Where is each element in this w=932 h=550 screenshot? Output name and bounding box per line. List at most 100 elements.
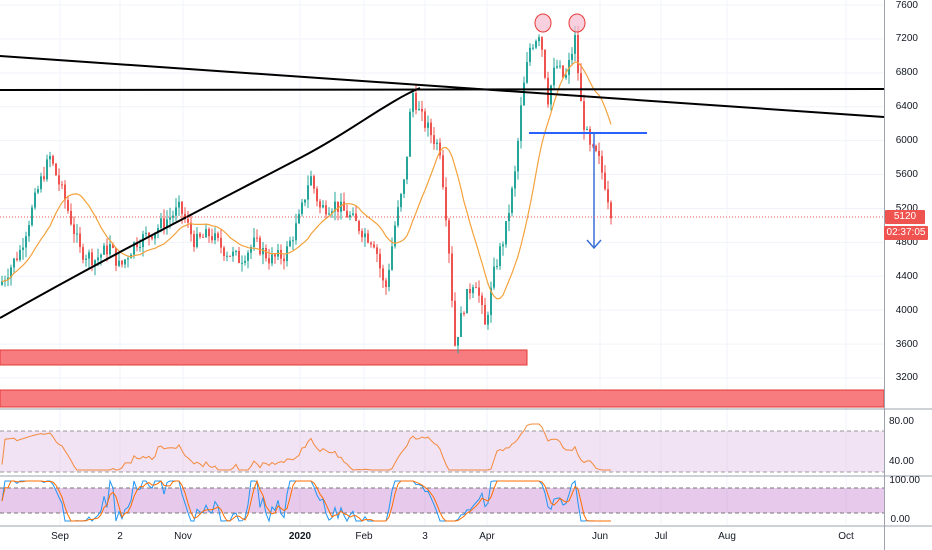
candle-body (397, 207, 399, 226)
candle-body (229, 255, 231, 257)
candle-body (112, 244, 114, 248)
candle-body (322, 205, 324, 208)
candle-body (151, 236, 153, 239)
price-axis-label: 6400 (895, 101, 918, 112)
candle-body (178, 201, 180, 208)
support-zone-lower[interactable] (0, 389, 885, 408)
candle-body (19, 249, 21, 260)
candle-body (199, 233, 201, 237)
candle-body (553, 67, 555, 86)
price-axis-label: 7600 (895, 0, 918, 11)
candle-body (1, 281, 3, 285)
candle-body (388, 269, 390, 287)
candle-body (583, 101, 585, 130)
candle-body (238, 250, 240, 263)
candle-body (49, 156, 51, 160)
candle-body (328, 213, 330, 215)
ascending-curve-line[interactable] (0, 87, 421, 319)
candle-body (292, 240, 294, 242)
top-marker-right[interactable] (568, 13, 586, 33)
candle-body (193, 234, 195, 247)
candle-body (313, 176, 315, 189)
candle-body (280, 250, 282, 259)
candle-body (556, 66, 558, 68)
candle-body (538, 37, 540, 42)
price-axis-label: 4400 (895, 271, 918, 282)
candle-body (94, 260, 96, 266)
price-axis-label: 6000 (895, 135, 918, 146)
candle-body (466, 289, 468, 314)
support-zones (0, 349, 885, 408)
rsi-axis-label: 40.00 (888, 456, 914, 467)
candle-body (370, 242, 372, 245)
price-axis-label: 4800 (895, 237, 918, 248)
candle-body (187, 218, 189, 223)
candle-body (607, 189, 609, 203)
price-axis-label: 6800 (895, 67, 918, 78)
candle-body (283, 258, 285, 262)
candle-body (163, 218, 165, 228)
candle-body (22, 247, 24, 250)
candle-body (592, 144, 594, 146)
candle-body (145, 232, 147, 235)
descending-trendline[interactable] (0, 55, 885, 118)
candle-body (190, 222, 192, 235)
candle-body (139, 247, 141, 249)
candle-body (337, 201, 339, 212)
candle-body (532, 47, 534, 49)
candlestick-series (1, 25, 612, 354)
candle-body (67, 200, 69, 211)
candle-body (232, 251, 234, 257)
candle-body (595, 145, 597, 151)
candle-body (331, 211, 333, 214)
drawings (0, 13, 885, 319)
candle-body (403, 179, 405, 194)
candle-body (565, 74, 567, 78)
candle-body (76, 233, 78, 235)
horizontal-resistance-line[interactable] (0, 88, 885, 91)
candle-body (520, 105, 522, 141)
candle-body (172, 215, 174, 218)
candle-body (472, 287, 474, 294)
candle-body (58, 175, 60, 185)
candle-body (235, 250, 237, 252)
candle-body (25, 236, 27, 248)
candle-body (433, 135, 435, 144)
time-axis-label: Jun (591, 531, 609, 542)
candle-body (223, 247, 225, 257)
candle-body (154, 232, 156, 239)
candle-body (367, 233, 369, 243)
candle-body (349, 214, 351, 218)
price-axis-label: 7200 (895, 33, 918, 44)
bar-countdown-badge: 02:37:05 (884, 226, 928, 240)
candle-body (325, 205, 327, 215)
candle-body (208, 229, 210, 237)
price-axis-label: 4000 (895, 305, 918, 316)
stoch-axis-label: 100.00 (889, 475, 920, 486)
support-zone-upper[interactable] (0, 349, 528, 366)
candle-body (244, 260, 246, 263)
candle-body (118, 260, 120, 266)
candle-body (358, 220, 360, 231)
candle-body (598, 150, 600, 156)
candle-body (106, 245, 108, 255)
price-axis-label: 3600 (895, 339, 918, 350)
candle-body (46, 159, 48, 180)
candle-body (85, 258, 87, 260)
candle-body (493, 266, 495, 288)
candle-body (610, 202, 612, 219)
candle-body (166, 219, 168, 228)
candle-body (10, 267, 12, 278)
candle-body (346, 210, 348, 218)
candle-body (376, 247, 378, 254)
top-marker-left[interactable] (534, 13, 552, 33)
candle-body (580, 73, 582, 102)
candle-body (127, 258, 129, 260)
candle-body (394, 225, 396, 247)
candle-body (307, 185, 309, 200)
candle-body (334, 201, 336, 212)
candle-body (262, 247, 264, 255)
candle-body (571, 53, 573, 60)
